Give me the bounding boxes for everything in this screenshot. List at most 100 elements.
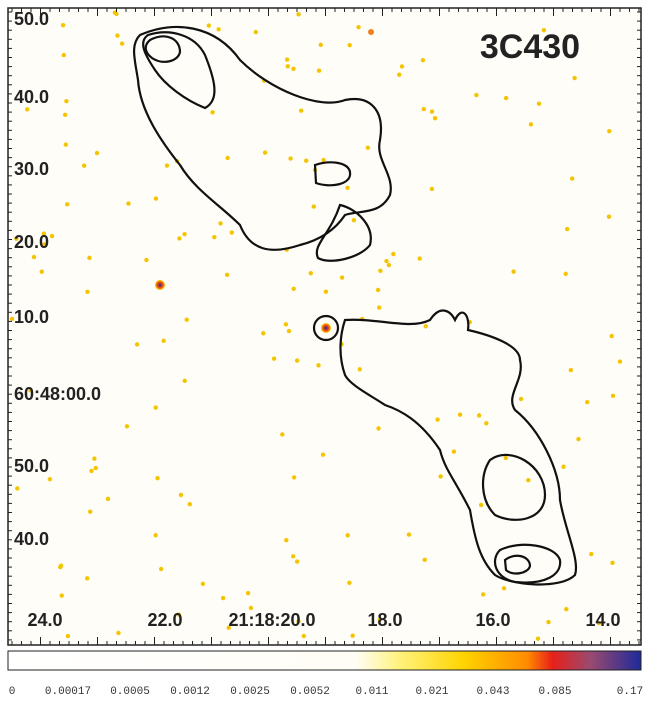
source bbox=[481, 592, 485, 596]
source bbox=[295, 559, 299, 563]
source bbox=[61, 23, 65, 27]
source bbox=[502, 586, 506, 590]
source bbox=[48, 477, 52, 481]
source bbox=[299, 108, 303, 112]
source bbox=[321, 453, 325, 457]
colorbar-label: 0.085 bbox=[538, 686, 571, 698]
source bbox=[474, 93, 478, 97]
source bbox=[302, 634, 306, 638]
source bbox=[286, 64, 290, 68]
source bbox=[288, 156, 292, 160]
source bbox=[347, 581, 351, 585]
source bbox=[284, 538, 288, 542]
source bbox=[212, 235, 216, 239]
source bbox=[529, 122, 533, 126]
source bbox=[384, 259, 388, 263]
source bbox=[207, 23, 211, 27]
source bbox=[40, 270, 44, 274]
y-label: 60:48:00.0 bbox=[14, 384, 101, 404]
source bbox=[387, 263, 391, 267]
x-label: 24.0 bbox=[27, 610, 62, 630]
source bbox=[165, 163, 169, 167]
source bbox=[565, 227, 569, 231]
source bbox=[92, 456, 96, 460]
source bbox=[116, 631, 120, 635]
source bbox=[179, 493, 183, 497]
source bbox=[287, 329, 291, 333]
source bbox=[312, 204, 316, 208]
source bbox=[607, 215, 611, 219]
source bbox=[589, 552, 593, 556]
y-label: 30.0 bbox=[14, 159, 49, 179]
source bbox=[263, 150, 267, 154]
source bbox=[246, 591, 250, 595]
source bbox=[611, 394, 615, 398]
source bbox=[94, 466, 98, 470]
source bbox=[368, 29, 374, 35]
source bbox=[321, 323, 331, 333]
source bbox=[216, 27, 220, 31]
source bbox=[438, 474, 442, 478]
source bbox=[230, 230, 234, 234]
source bbox=[397, 72, 401, 76]
source bbox=[316, 363, 320, 367]
source bbox=[458, 412, 462, 416]
colorbar-label: 0.0025 bbox=[230, 686, 270, 698]
source bbox=[435, 417, 439, 421]
colorbar-label: 0.00017 bbox=[45, 686, 91, 698]
x-label: 16.0 bbox=[475, 610, 510, 630]
source bbox=[452, 449, 456, 453]
source bbox=[144, 258, 148, 262]
source bbox=[32, 255, 36, 259]
x-label: 14.0 bbox=[585, 610, 620, 630]
source bbox=[295, 358, 299, 362]
source bbox=[218, 221, 222, 225]
source bbox=[309, 271, 313, 275]
source bbox=[285, 57, 289, 61]
source bbox=[188, 502, 192, 506]
source bbox=[421, 58, 425, 62]
source bbox=[291, 554, 295, 558]
source bbox=[64, 99, 68, 103]
source bbox=[291, 67, 295, 71]
colorbar bbox=[8, 651, 641, 670]
colorbar-label: 0.0005 bbox=[110, 686, 150, 698]
source bbox=[63, 113, 67, 117]
source bbox=[484, 421, 488, 425]
source bbox=[292, 475, 296, 479]
source bbox=[407, 532, 411, 536]
source bbox=[423, 558, 427, 562]
source bbox=[618, 359, 622, 363]
source bbox=[570, 176, 574, 180]
source bbox=[292, 287, 296, 291]
source bbox=[519, 397, 523, 401]
source bbox=[422, 107, 426, 111]
source bbox=[185, 317, 189, 321]
source bbox=[66, 634, 70, 638]
source bbox=[546, 620, 550, 624]
colorbar-label: 0.0012 bbox=[170, 686, 210, 698]
source bbox=[564, 272, 568, 276]
source-name: 3C430 bbox=[480, 28, 580, 66]
source bbox=[106, 497, 110, 501]
source bbox=[511, 269, 515, 273]
colorbar-label: 0.17 bbox=[617, 686, 643, 698]
source bbox=[324, 290, 328, 294]
x-label: 22.0 bbox=[147, 610, 182, 630]
y-label: 50.0 bbox=[14, 9, 49, 29]
source bbox=[430, 109, 434, 113]
source bbox=[585, 400, 589, 404]
source bbox=[87, 256, 91, 260]
source bbox=[82, 164, 86, 168]
source bbox=[60, 593, 64, 597]
source bbox=[340, 275, 344, 279]
source bbox=[561, 465, 565, 469]
x-label: 18.0 bbox=[367, 610, 402, 630]
source bbox=[609, 334, 613, 338]
y-label: 10.0 bbox=[14, 307, 49, 327]
source bbox=[417, 256, 421, 260]
source bbox=[348, 43, 352, 47]
source bbox=[358, 367, 362, 371]
colorbar-label: 0.043 bbox=[476, 686, 509, 698]
source bbox=[356, 25, 360, 29]
